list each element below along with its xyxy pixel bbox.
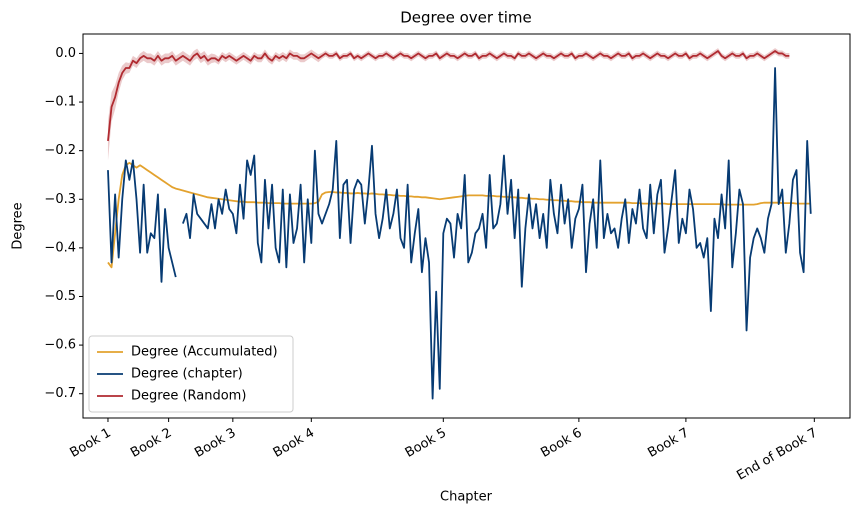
data-line	[107, 67, 812, 400]
legend-label: Degree (Accumulated)	[131, 345, 278, 360]
error-band	[107, 48, 790, 161]
x-tick-label: End of Book 7	[734, 426, 820, 484]
x-tick-label: Book 3	[192, 426, 238, 461]
legend-label: Degree (Random)	[131, 389, 246, 404]
x-tick-label: Book 4	[271, 426, 317, 461]
x-tick-label: Book 7	[645, 426, 691, 461]
x-tick-label: Book 1	[67, 426, 113, 461]
y-tick-label: −0.5	[44, 289, 76, 304]
y-tick-label: 0.0	[55, 46, 76, 61]
y-axis-label: Degree	[11, 202, 26, 249]
y-tick-label: −0.1	[44, 95, 76, 110]
x-tick-label: Book 2	[128, 426, 174, 461]
x-tick-label: Book 5	[403, 426, 449, 461]
y-tick-label: −0.3	[44, 192, 76, 207]
x-tick-label: Book 6	[538, 426, 584, 461]
y-tick-label: −0.4	[44, 240, 76, 255]
y-tick-label: −0.2	[44, 143, 76, 158]
chart-title: Degree over time	[400, 9, 531, 27]
legend-label: Degree (chapter)	[131, 367, 243, 382]
data-line	[107, 50, 790, 142]
legend-box	[88, 335, 294, 413]
x-axis-label: Chapter	[440, 490, 493, 505]
y-tick-label: −0.7	[44, 386, 76, 401]
plot-frame	[82, 33, 851, 419]
y-tick-label: −0.6	[44, 338, 76, 353]
